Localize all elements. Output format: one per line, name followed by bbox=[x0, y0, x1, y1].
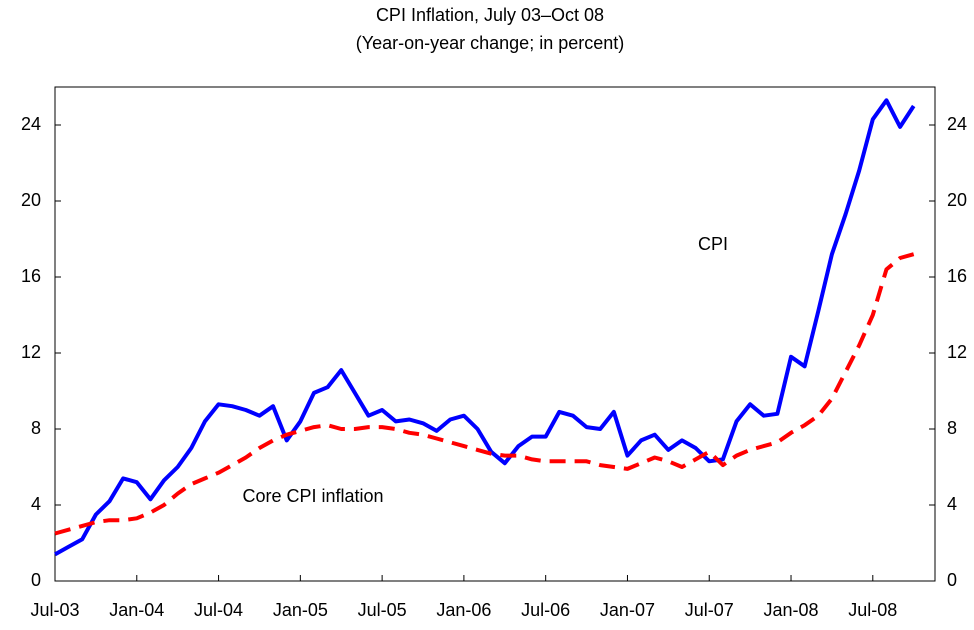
y-tick-label: 20 bbox=[21, 190, 41, 210]
x-tick-label: Jul-07 bbox=[685, 600, 734, 620]
x-tick-label: Jul-05 bbox=[358, 600, 407, 620]
x-tick-label: Jul-08 bbox=[848, 600, 897, 620]
y-tick-label: 0 bbox=[31, 570, 41, 590]
series-label: CPI bbox=[698, 234, 728, 254]
y-tick-label: 16 bbox=[21, 266, 41, 286]
y-tick-label: 4 bbox=[31, 494, 41, 514]
chart-subtitle: (Year-on-year change; in percent) bbox=[356, 33, 625, 53]
y2-tick-label: 8 bbox=[947, 418, 957, 438]
x-tick-label: Jul-03 bbox=[30, 600, 79, 620]
series-line bbox=[54, 98, 916, 557]
y2-tick-label: 24 bbox=[947, 114, 967, 134]
x-tick-label: Jan-07 bbox=[600, 600, 655, 620]
y2-tick-label: 4 bbox=[947, 494, 957, 514]
series-line bbox=[54, 252, 915, 536]
y2-tick-label: 0 bbox=[947, 570, 957, 590]
y-tick-label: 12 bbox=[21, 342, 41, 362]
x-tick-label: Jul-06 bbox=[521, 600, 570, 620]
y2-tick-label: 20 bbox=[947, 190, 967, 210]
series-label: Core CPI inflation bbox=[242, 486, 383, 506]
x-tick-label: Jan-06 bbox=[436, 600, 491, 620]
y-tick-label: 24 bbox=[21, 114, 41, 134]
x-tick-label: Jul-04 bbox=[194, 600, 243, 620]
x-tick-label: Jan-05 bbox=[273, 600, 328, 620]
x-tick-label: Jan-08 bbox=[763, 600, 818, 620]
y2-tick-label: 16 bbox=[947, 266, 967, 286]
x-tick-label: Jan-04 bbox=[109, 600, 164, 620]
chart-title: CPI Inflation, July 03–Oct 08 bbox=[376, 5, 604, 25]
y2-tick-label: 12 bbox=[947, 342, 967, 362]
plot-frame bbox=[54, 86, 936, 582]
y-tick-label: 8 bbox=[31, 418, 41, 438]
